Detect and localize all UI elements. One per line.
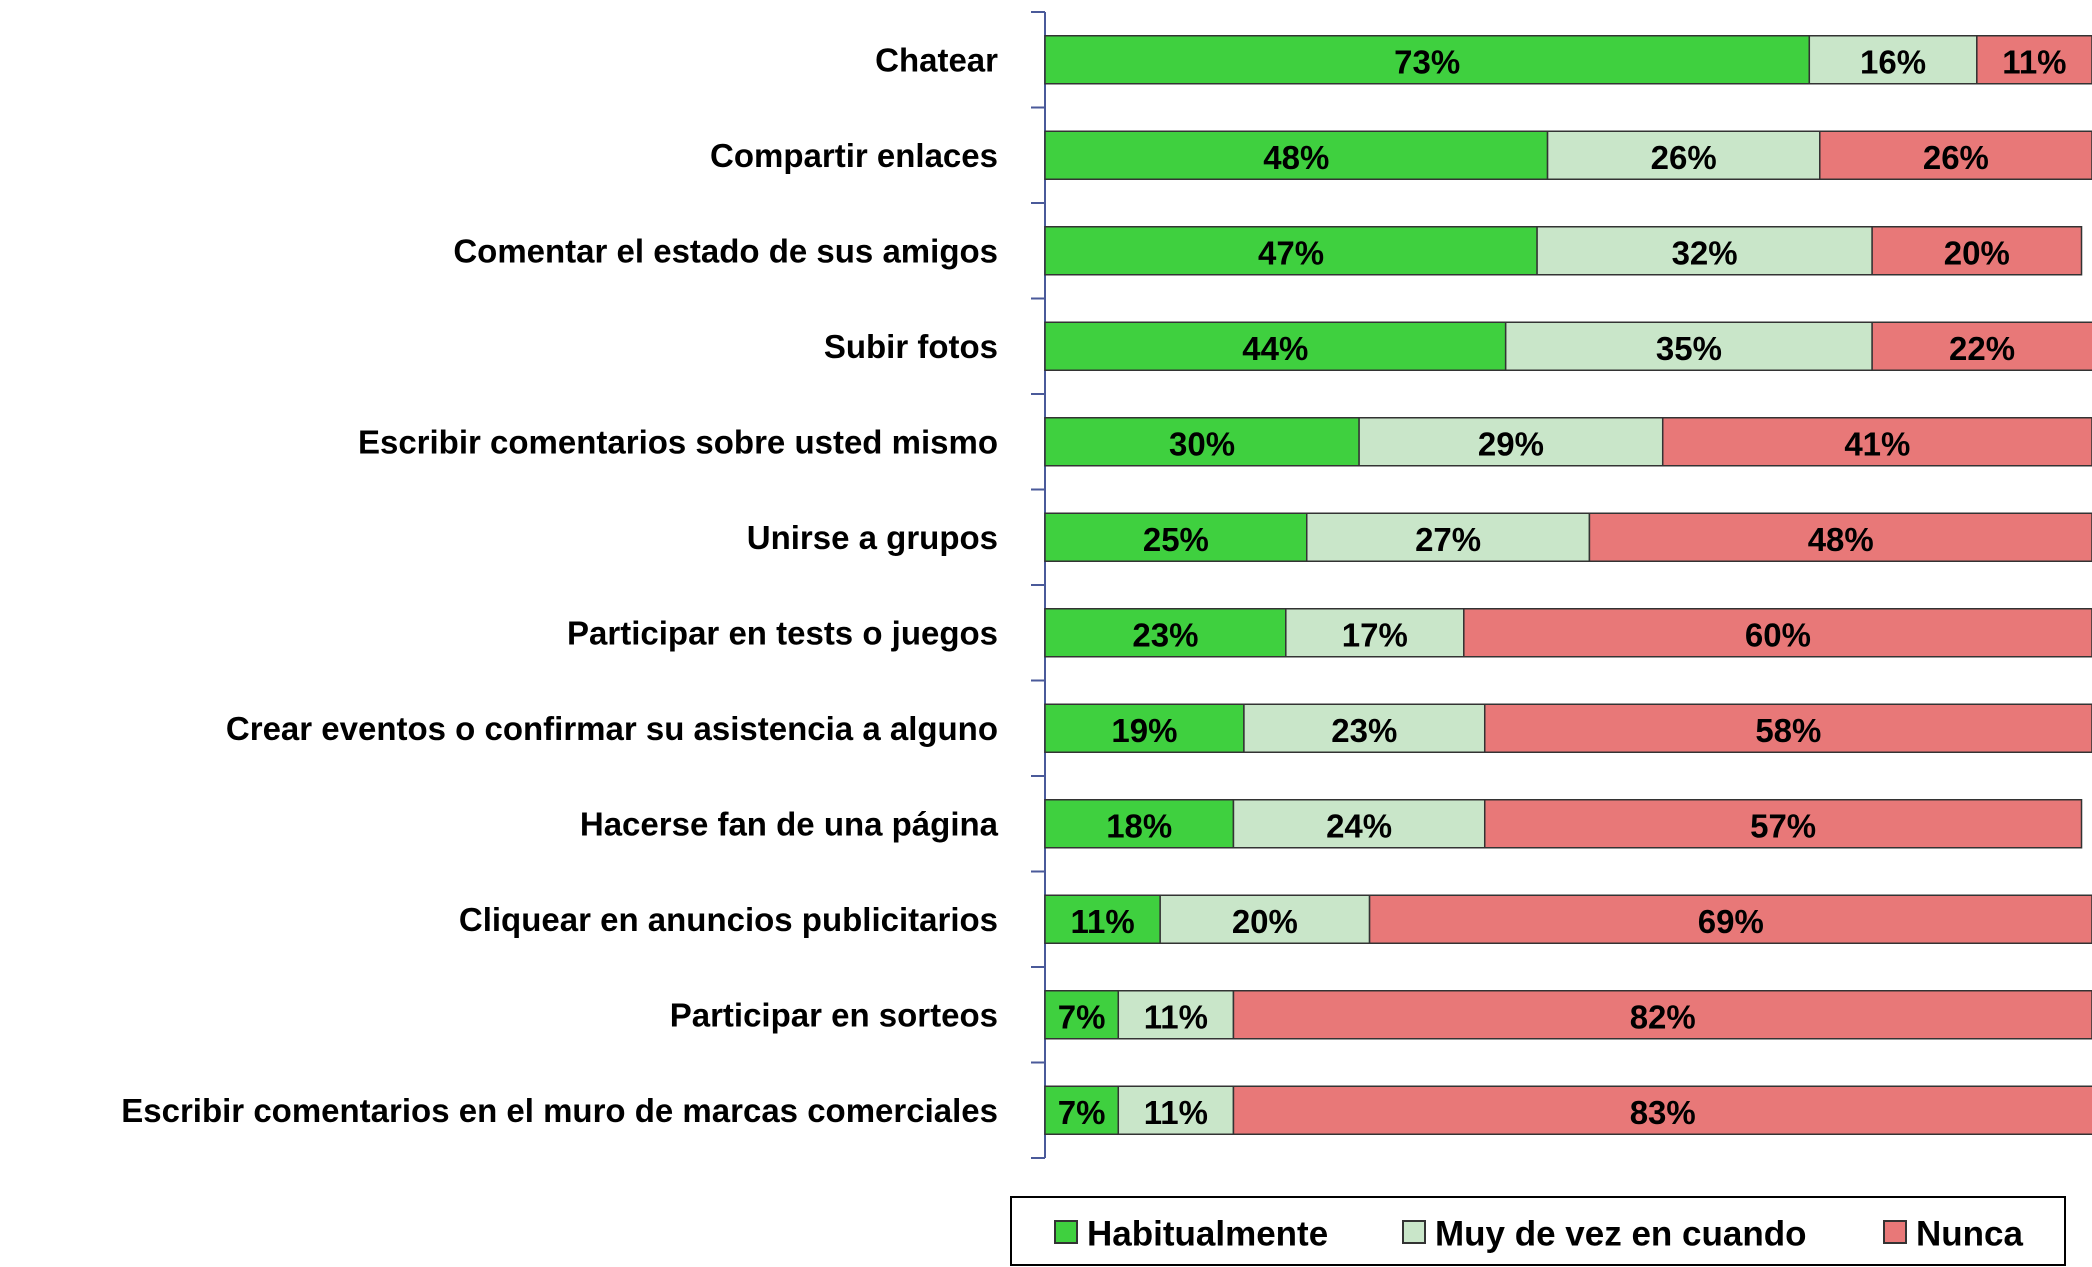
data-label: 11% [1144,998,1208,1035]
bar-segment [1661,417,2092,467]
category-label: Crear eventos o confirmar su asistencia … [226,710,998,747]
data-label: 25% [1143,521,1209,558]
category-label: Participar en tests o juegos [567,614,998,651]
data-label: 82% [1630,998,1696,1035]
data-label: 57% [1750,807,1816,844]
data-label: 11% [2002,43,2066,80]
bar-segment [1044,512,1308,562]
bar-segment [1536,226,1873,276]
bar-segment [1044,417,1360,467]
bar-segment [1306,512,1591,562]
bar-segment [1285,608,1465,658]
bar-segment [1871,226,2083,276]
data-label: 16% [1860,43,1926,80]
data-label: 83% [1630,1094,1696,1131]
data-label: 11% [1144,1094,1208,1131]
data-label: 20% [1944,234,2010,271]
data-label: 73% [1394,43,1460,80]
data-label: 27% [1415,521,1481,558]
category-label: Compartir enlaces [710,137,998,174]
bar-segment [1159,894,1371,944]
bar-segment [1044,1085,1120,1135]
data-label: 24% [1326,807,1392,844]
data-label: 58% [1755,712,1821,749]
category-label: Escribir comentarios en el muro de marca… [121,1092,998,1129]
data-label: 20% [1232,903,1298,940]
data-label: 41% [1844,425,1910,462]
data-label: 7% [1058,1094,1106,1131]
category-label: Unirse a grupos [747,519,998,556]
bar-segment [1546,130,1821,180]
bar-segment [1117,1085,1235,1135]
bar-segment [1243,703,1486,753]
data-label: 18% [1106,807,1172,844]
bar-segment [1044,321,1507,371]
legend-swatch [1883,1220,1907,1244]
data-label: 7% [1058,998,1106,1035]
data-label: 60% [1745,616,1811,653]
bar-segment [1044,894,1161,944]
data-label: 23% [1132,616,1198,653]
category-label: Comentar el estado de sus amigos [453,232,998,269]
bar-segment [1483,703,2092,753]
bar-segment [1808,35,1978,85]
data-label: 35% [1656,330,1722,367]
data-label: 30% [1169,425,1235,462]
legend-swatch [1402,1220,1426,1244]
category-label: Hacerse fan de una página [580,805,999,842]
bar-segment [1483,799,2083,849]
legend-label: Habitualmente [1087,1215,1328,1254]
category-label: Participar en sorteos [670,996,998,1033]
bar-segment [1871,321,2092,371]
bar-segment [1044,799,1235,849]
data-label: 22% [1949,330,2015,367]
data-label: 19% [1111,712,1177,749]
category-label: Cliquear en anuncios publicitarios [459,901,998,938]
bar-segment [1358,417,1664,467]
data-label: 48% [1263,139,1329,176]
bar-segment [1232,1085,2092,1135]
legend-label: Muy de vez en cuando [1435,1215,1806,1254]
data-label: 44% [1242,330,1308,367]
data-label: 69% [1698,903,1764,940]
data-label: 48% [1808,521,1874,558]
data-label: 26% [1651,139,1717,176]
bar-segment [1044,608,1287,658]
legend-swatch [1054,1220,1078,1244]
bar-segment [1819,130,2092,180]
data-label: 29% [1478,425,1544,462]
bar-segment [1044,990,1120,1040]
category-label: Escribir comentarios sobre usted mismo [358,423,998,460]
legend-label: Nunca [1916,1215,2024,1254]
data-label: 32% [1672,234,1738,271]
data-label: 23% [1331,712,1397,749]
data-label: 17% [1342,616,1408,653]
bar-segment [1232,990,2092,1040]
category-label: Chatear [875,41,998,78]
category-label: Subir fotos [824,328,998,365]
data-label: 47% [1258,234,1324,271]
bar-segment [1117,990,1235,1040]
bar-segment [1232,799,1486,849]
bar-segment [1463,608,2092,658]
data-label: 26% [1923,139,1989,176]
data-label: 11% [1070,903,1134,940]
